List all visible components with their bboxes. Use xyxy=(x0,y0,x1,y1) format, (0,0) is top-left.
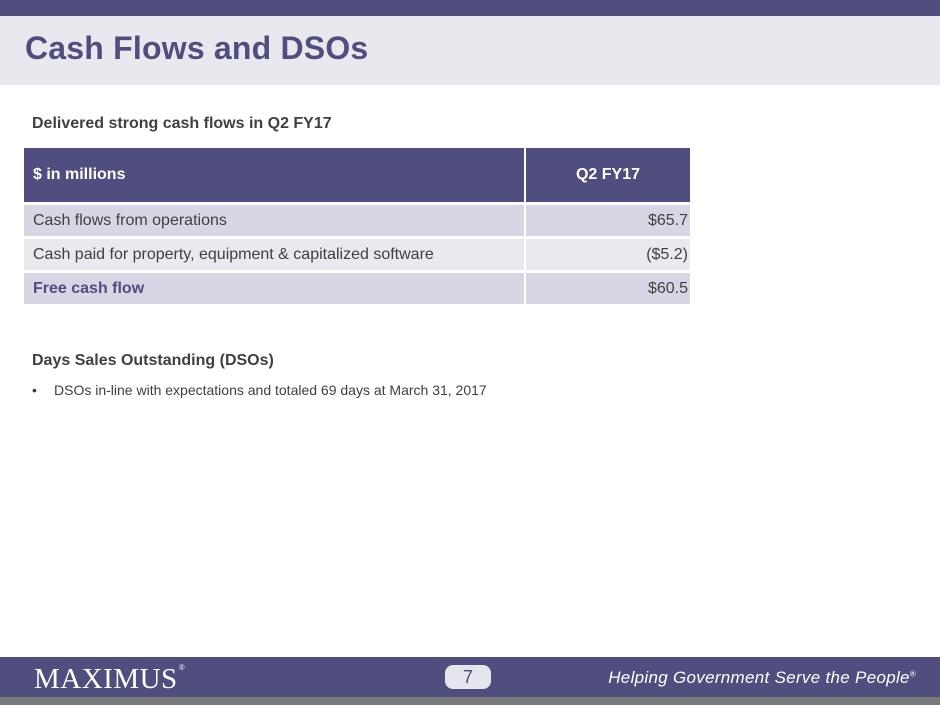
table-header-row: $ in millions Q2 FY17 xyxy=(24,148,690,204)
title-band xyxy=(0,16,940,85)
top-accent-bar xyxy=(0,0,940,16)
row-label: Cash flows from operations xyxy=(24,202,526,238)
total-label: Free cash flow xyxy=(24,270,526,304)
column-header-period: Q2 FY17 xyxy=(525,148,690,204)
dso-heading: Days Sales Outstanding (DSOs) xyxy=(32,352,274,369)
page-title: Cash Flows and DSOs xyxy=(25,30,369,66)
tagline-text: Helping Government Serve the People xyxy=(608,668,910,687)
bullet-text: DSOs in-line with expectations and total… xyxy=(54,382,487,398)
row-label: Cash paid for property, equipment & capi… xyxy=(24,236,526,272)
page-number: 7 xyxy=(445,665,491,689)
cash-flow-subtitle: Delivered strong cash flows in Q2 FY17 xyxy=(32,115,332,132)
tagline: Helping Government Serve the People® xyxy=(608,668,916,688)
tagline-registered-mark: ® xyxy=(909,669,916,679)
column-header-label: $ in millions xyxy=(24,148,526,204)
cash-flow-table: $ in millions Q2 FY17 Cash flows from op… xyxy=(24,148,690,304)
maximus-logo: MAXIMUS® xyxy=(34,663,185,696)
logo-text: MAXIMUS xyxy=(34,663,178,695)
list-item: • DSOs in-line with expectations and tota… xyxy=(32,382,487,398)
row-value: $65.7 xyxy=(525,202,690,238)
footer-strip xyxy=(0,697,940,705)
total-value: $60.5 xyxy=(525,270,690,304)
table-total-row: Free cash flow $60.5 xyxy=(24,270,690,304)
registered-mark: ® xyxy=(178,663,186,672)
bullet-icon: • xyxy=(32,382,37,398)
table-row: Cash flows from operations $65.7 xyxy=(24,202,690,238)
row-value: ($5.2) xyxy=(525,236,690,272)
table-row: Cash paid for property, equipment & capi… xyxy=(24,236,690,272)
